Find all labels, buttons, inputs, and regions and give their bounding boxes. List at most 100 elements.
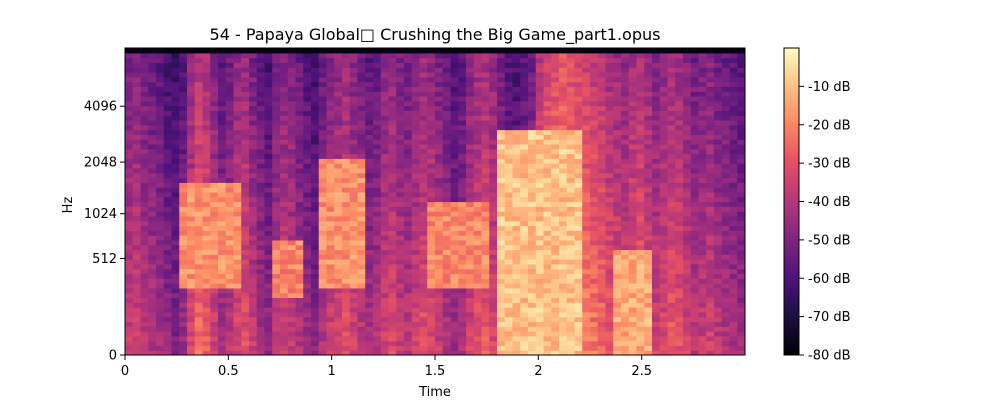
spectrogram-cell (334, 307, 343, 313)
spectrogram-cell (597, 350, 607, 355)
spectrogram-cell (721, 254, 731, 260)
spectrogram-cell (559, 158, 568, 164)
spectrogram-cell (528, 110, 537, 116)
spectrogram-cell (210, 302, 219, 308)
spectrogram-cell (667, 215, 676, 222)
spectrogram-cell (334, 292, 343, 299)
spectrogram-cell (590, 206, 599, 212)
spectrogram-cell (318, 326, 328, 332)
spectrogram-cell (194, 182, 204, 188)
spectrogram-cell (326, 230, 335, 236)
spectrogram-cell (148, 139, 157, 145)
spectrogram-cell (450, 71, 459, 78)
spectrogram-cell (287, 215, 297, 222)
spectrogram-cell (194, 124, 204, 131)
spectrogram-cell (613, 302, 622, 308)
spectrogram-cell (535, 100, 545, 107)
spectrogram-cell (442, 263, 452, 270)
spectrogram-cell (419, 95, 428, 102)
spectrogram-cell (613, 307, 622, 313)
spectrogram-cell (706, 163, 715, 169)
spectrogram-cell (233, 206, 242, 212)
spectrogram-cell (667, 163, 676, 169)
spectrogram-cell (272, 196, 281, 203)
spectrogram-cell (380, 278, 390, 284)
spectrogram-cell (365, 297, 374, 303)
spectrogram-cell (280, 230, 289, 236)
spectrogram-cell (528, 139, 537, 145)
spectrogram-cell (466, 273, 475, 279)
spectrogram-cell (311, 345, 320, 351)
spectrogram-cell (450, 254, 459, 260)
spectrogram-cell (148, 268, 157, 275)
spectrogram-cell (148, 52, 157, 59)
spectrogram-cell (365, 230, 374, 236)
spectrogram-cell (326, 67, 335, 73)
spectrogram-cell (357, 345, 366, 351)
spectrogram-cell (404, 167, 413, 174)
spectrogram-cell (621, 287, 630, 294)
spectrogram-cell (644, 268, 653, 275)
spectrogram-cell (334, 244, 343, 251)
spectrogram-cell (365, 239, 374, 246)
spectrogram-cell (210, 148, 219, 155)
spectrogram-cell (171, 211, 180, 217)
spectrogram-cell (334, 321, 343, 327)
spectrogram-cell (148, 62, 157, 68)
spectrogram-cell (241, 311, 250, 318)
spectrogram-cell (311, 273, 320, 279)
spectrogram-cell (295, 153, 304, 159)
spectrogram-cell (411, 95, 421, 102)
spectrogram-cell (194, 62, 204, 68)
spectrogram-cell (621, 206, 630, 212)
spectrogram-cell (287, 292, 297, 299)
spectrogram-cell (450, 129, 459, 135)
spectrogram-cell (419, 124, 428, 131)
spectrogram-cell (140, 143, 149, 150)
spectrogram-cell (156, 124, 165, 131)
spectrogram-cell (287, 105, 297, 111)
spectrogram-cell (652, 239, 661, 246)
spectrogram-cell (318, 297, 328, 303)
spectrogram-cell (202, 249, 211, 255)
spectrogram-cell (559, 62, 568, 68)
spectrogram-cell (233, 307, 242, 313)
spectrogram-cell (365, 350, 374, 355)
spectrogram-cell (179, 177, 188, 183)
spectrogram-cell (334, 235, 343, 241)
spectrogram-cell (559, 278, 568, 284)
spectrogram-cell (450, 278, 459, 284)
spectrogram-cell (574, 225, 583, 231)
spectrogram-cell (450, 283, 459, 289)
spectrogram-cell (597, 167, 607, 174)
spectrogram-cell (272, 331, 281, 337)
spectrogram-cell (365, 321, 374, 327)
spectrogram-cell (218, 91, 227, 97)
spectrogram-cell (380, 115, 390, 121)
spectrogram-cell (380, 311, 390, 318)
spectrogram-cell (528, 124, 537, 131)
spectrogram-cell (419, 115, 428, 121)
spectrogram-cell (295, 91, 304, 97)
spectrogram-cell (520, 167, 529, 174)
spectrogram-cell (156, 95, 165, 102)
spectrogram-cell (233, 119, 242, 126)
spectrogram-cell (404, 67, 413, 73)
spectrogram-cell (404, 139, 413, 145)
spectrogram-cell (132, 119, 142, 126)
spectrogram-cell (659, 206, 669, 212)
spectrogram-cell (357, 143, 366, 150)
spectrogram-cell (528, 311, 537, 318)
spectrogram-cell (543, 254, 552, 260)
spectrogram-cell (411, 201, 421, 207)
spectrogram-cell (644, 115, 653, 121)
spectrogram-cell (272, 187, 281, 193)
spectrogram-cell (683, 91, 692, 97)
spectrogram-cell (396, 81, 405, 87)
spectrogram-cell (706, 230, 715, 236)
spectrogram-cell (427, 331, 436, 337)
spectrogram-cell (419, 316, 428, 323)
spectrogram-cell (489, 345, 498, 351)
spectrogram-cell (326, 57, 335, 63)
spectrogram-cell (489, 268, 498, 275)
